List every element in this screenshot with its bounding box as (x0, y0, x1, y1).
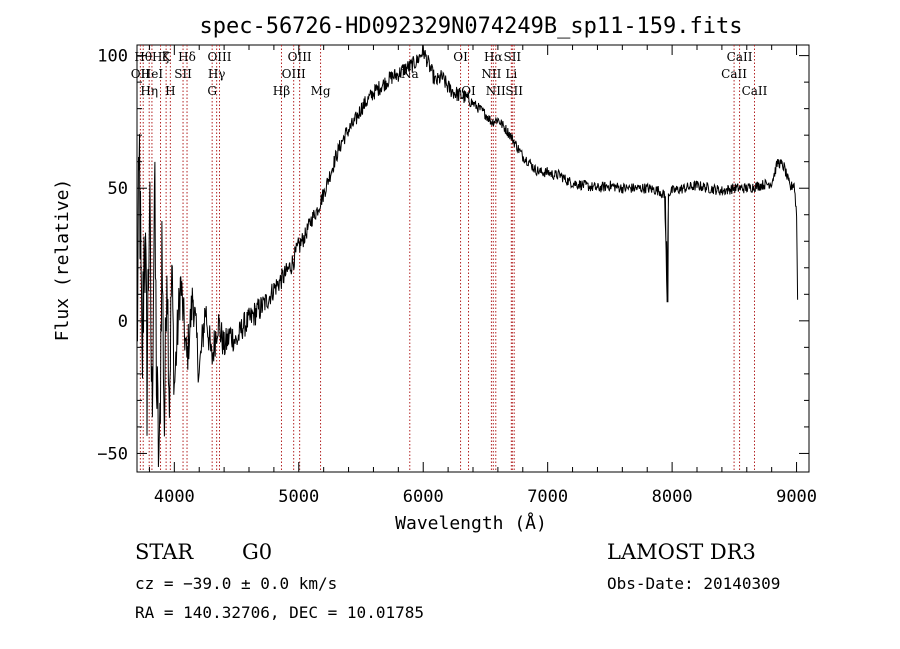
reference-line-label: OI (453, 50, 468, 64)
reference-line-label: H (165, 84, 175, 98)
chart-title: spec-56726-HD092329N074249B_sp11-159.fit… (199, 14, 742, 39)
y-tick-label: −50 (97, 444, 128, 464)
coordinates: RA = 140.32706, DEC = 10.01785 (135, 603, 424, 622)
reference-line-label: Li (505, 67, 517, 81)
flux-series-line (136, 44, 799, 468)
x-tick-label: 5000 (278, 487, 319, 507)
object-subclass: G0 (242, 540, 273, 564)
x-tick-label: 4000 (154, 487, 195, 507)
reference-line-label: OIII (282, 67, 306, 81)
reference-line-label: Hα (484, 50, 503, 64)
reference-line-label: HeI (141, 67, 164, 81)
reference-line-label: Hγ (208, 67, 226, 81)
reference-line-label: CaII (721, 67, 747, 81)
reference-line-label: K (162, 50, 172, 64)
reference-line-label: Hζ (152, 50, 169, 64)
x-axis: 4000 5000 6000 7000 8000 9000 (148, 45, 817, 507)
x-tick-label: 8000 (652, 487, 693, 507)
reference-line-label: NII (481, 67, 501, 81)
observation-date: Obs-Date: 20140309 (607, 574, 781, 593)
y-axis-label: Flux (relative) (52, 179, 73, 342)
reference-line-label: SII (505, 84, 523, 98)
x-axis-label: Wavelength (Å) (395, 512, 547, 534)
reference-line-label: Hδ (178, 50, 196, 64)
reference-line-label: SII (503, 50, 521, 64)
x-tick-label: 6000 (403, 487, 444, 507)
redshift-value: cz = −39.0 ± 0.0 km/s (135, 574, 338, 593)
reference-line-label: Mg (311, 84, 331, 98)
reference-line-label: Hβ (273, 84, 290, 98)
reference-line-label: CaII (742, 84, 768, 98)
x-tick-label: 7000 (527, 487, 568, 507)
reference-line-labels: OIIHθHηHeIHζKHSIIHδGHγOIIIHβOIIIOIIIMgNa… (131, 50, 768, 98)
reference-line-label: Hη (140, 84, 158, 98)
reference-lines (139, 45, 755, 472)
reference-line-label: NII (486, 84, 506, 98)
reference-line-label: G (207, 84, 217, 98)
reference-line-label: Hθ (134, 50, 152, 64)
reference-line-label: OII (131, 67, 151, 81)
object-class: STAR (135, 540, 194, 564)
reference-line-label: OIII (207, 50, 231, 64)
y-axis: −50 0 50 100 (97, 47, 809, 464)
y-tick-label: 50 (108, 179, 128, 199)
x-tick-label: 9000 (776, 487, 817, 507)
survey-name: LAMOST DR3 (607, 540, 756, 564)
y-tick-label: 0 (118, 312, 128, 332)
reference-line-label: SII (174, 67, 192, 81)
reference-line-label: OIII (288, 50, 312, 64)
y-tick-label: 100 (97, 47, 128, 67)
plot-frame (136, 44, 810, 473)
reference-line-label: CaII (727, 50, 753, 64)
